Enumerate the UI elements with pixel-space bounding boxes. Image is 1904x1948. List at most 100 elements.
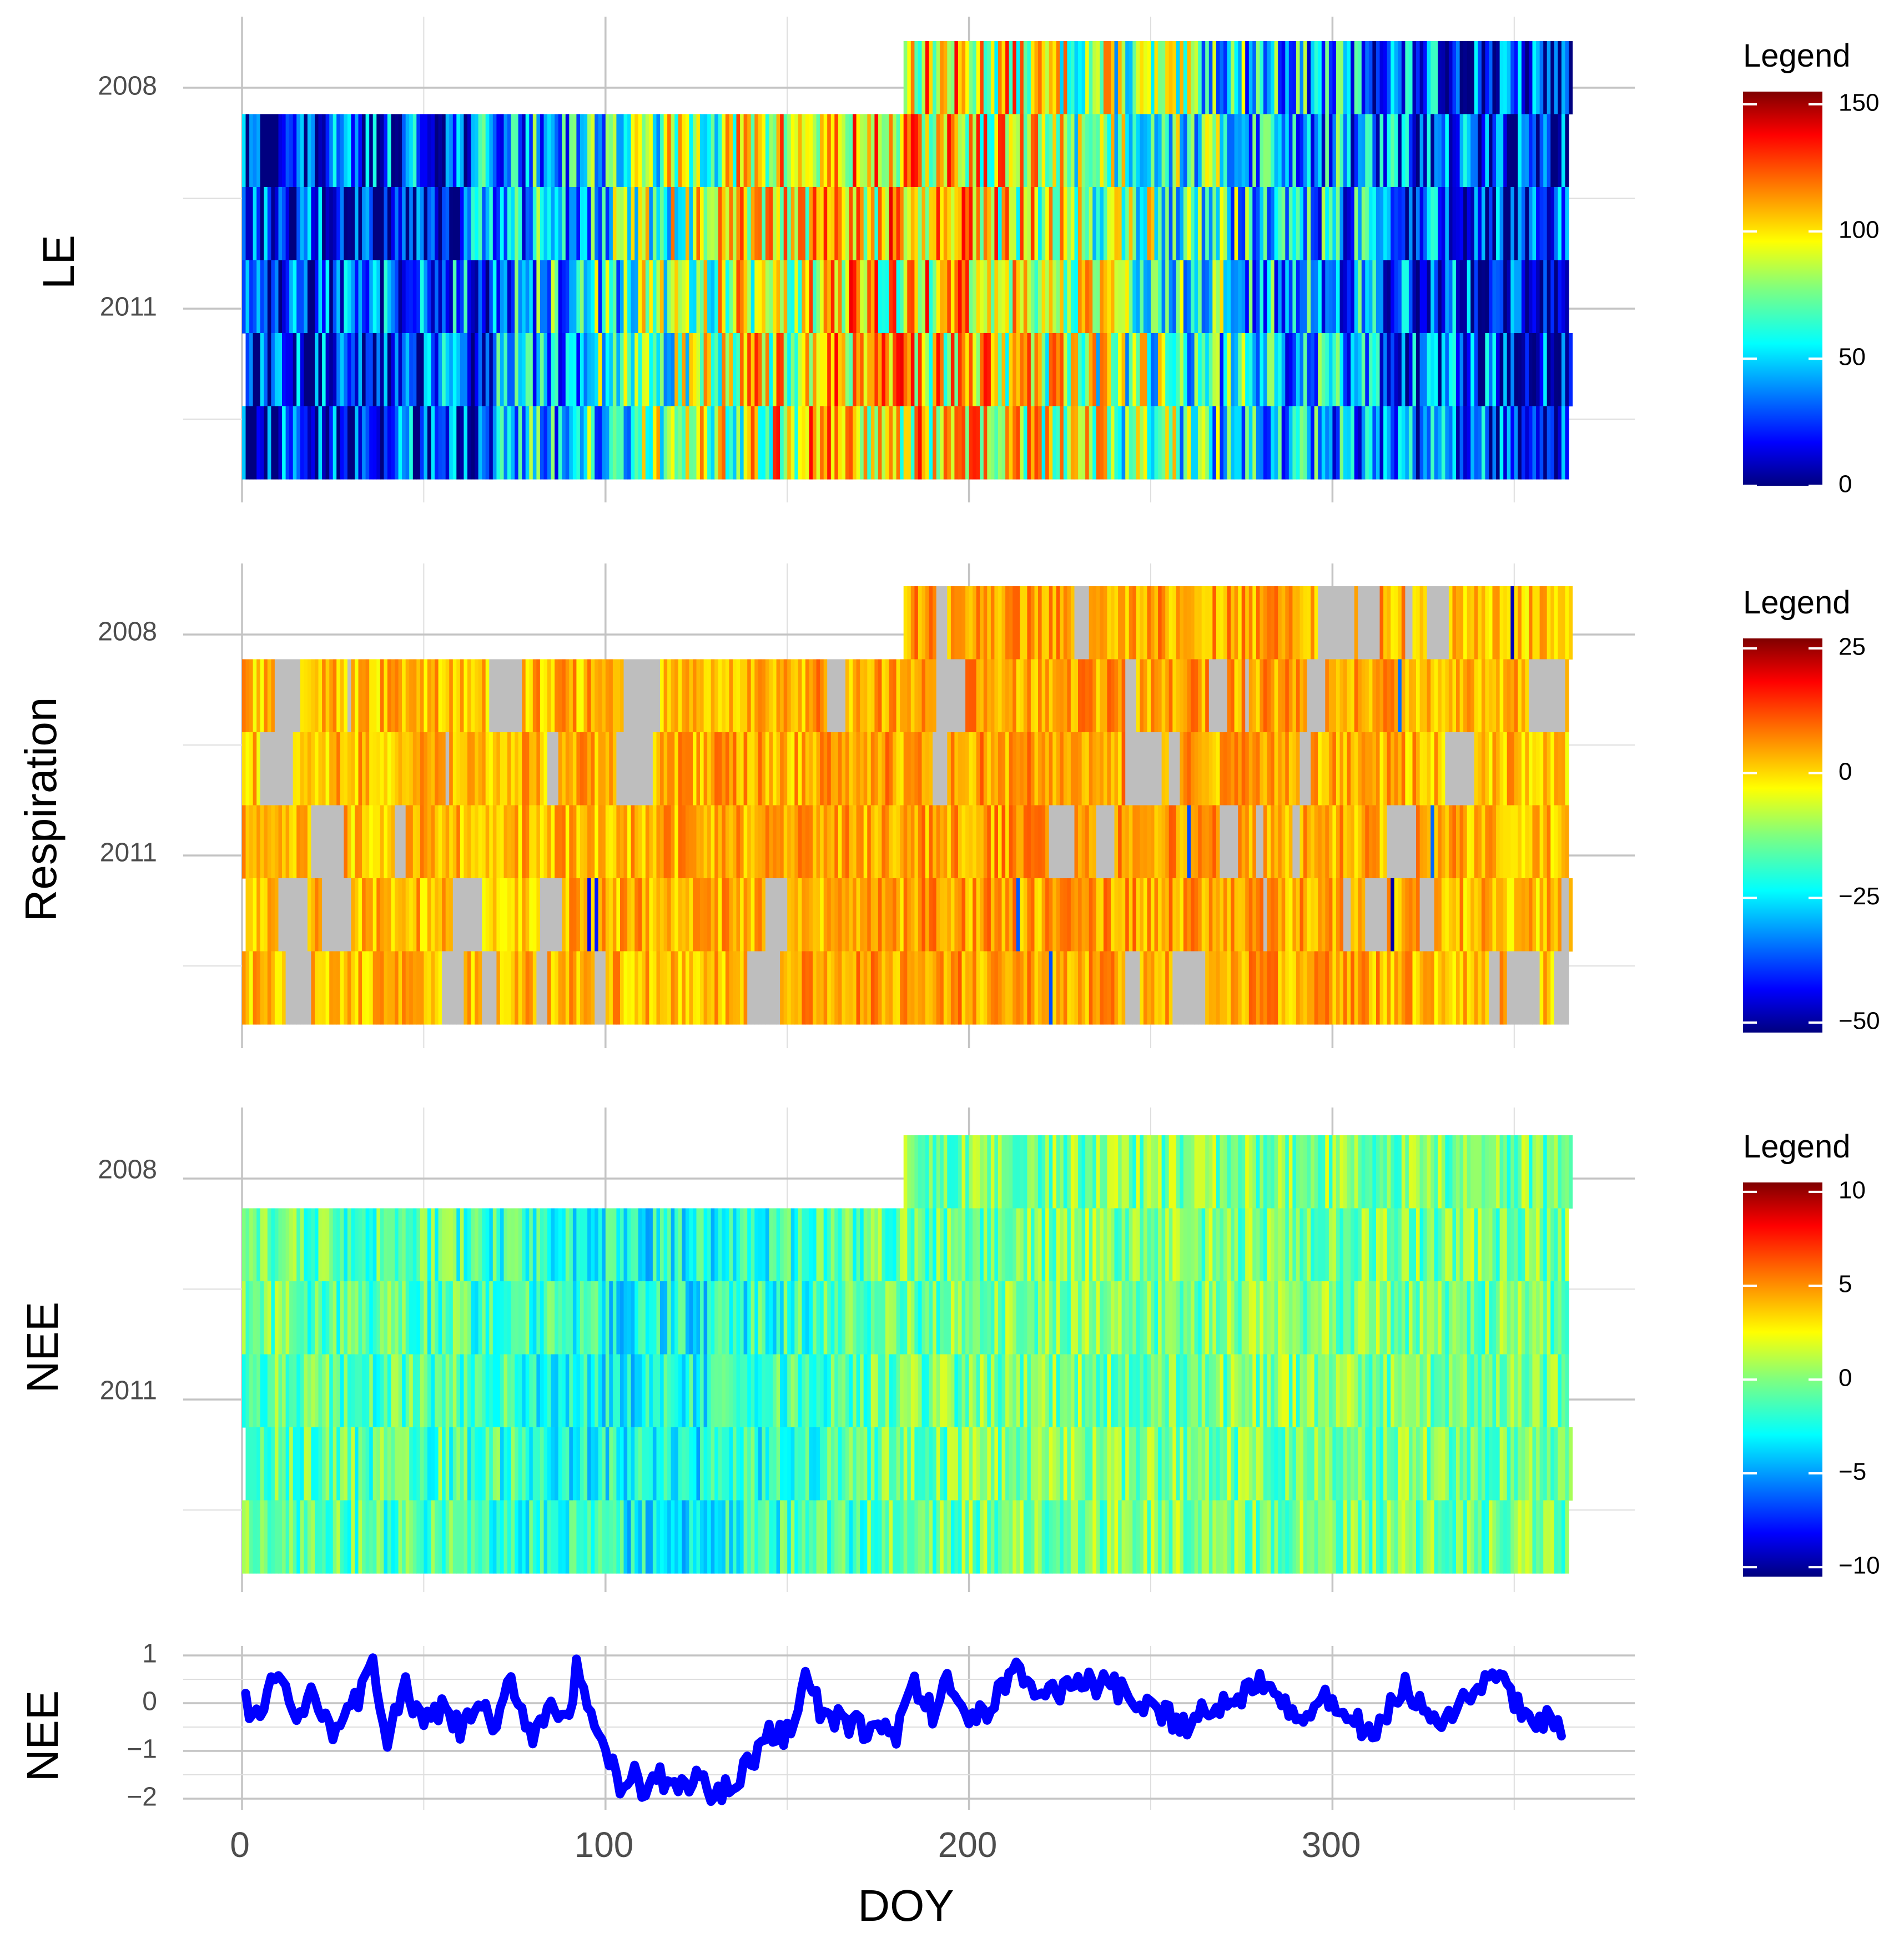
heatmap-cell <box>834 406 839 480</box>
heatmap-cell <box>1325 586 1329 660</box>
heatmap-cell <box>529 951 533 1025</box>
heatmap-cell <box>1216 406 1221 480</box>
heatmap-cell <box>1176 1135 1180 1209</box>
heatmap-cell <box>853 1281 857 1355</box>
heatmap-cell <box>1321 1135 1326 1209</box>
heatmap-cell <box>1412 187 1417 261</box>
heatmap-cell <box>1013 41 1017 115</box>
heatmap-cell <box>685 878 690 952</box>
heatmap-cell <box>943 333 948 407</box>
heatmap-cell <box>1103 260 1108 334</box>
heatmap-cell <box>1503 1208 1508 1282</box>
heatmap-cell <box>860 1208 864 1282</box>
heatmap-cell <box>1118 586 1122 660</box>
heatmap-cell <box>1332 732 1337 806</box>
heatmap-cell <box>282 114 286 188</box>
heatmap-cell <box>1445 333 1449 407</box>
heatmap-cell <box>1085 187 1090 261</box>
heatmap-cell <box>980 1135 984 1209</box>
heatmap-cell <box>1325 187 1329 261</box>
heatmap-cell <box>1100 114 1104 188</box>
heatmap-cell <box>1187 1281 1191 1355</box>
heatmap-cell <box>1550 732 1555 806</box>
heatmap-cell <box>830 805 835 879</box>
heatmap-cell <box>1434 260 1438 334</box>
heatmap-cell <box>325 732 330 806</box>
heatmap-cell <box>1016 114 1020 188</box>
heatmap-cell <box>569 187 573 261</box>
heatmap-cell <box>627 878 632 952</box>
heatmap-cell <box>1140 114 1144 188</box>
panel-respiration-legend-ticks: 250−25−50 <box>1743 633 1880 1035</box>
heatmap-cell <box>271 659 275 733</box>
heatmap-cell <box>1536 1135 1540 1209</box>
heatmap-cell <box>369 333 374 407</box>
heatmap-cell <box>409 1208 414 1282</box>
heatmap-cell <box>733 878 737 952</box>
heatmap-cell <box>725 878 730 952</box>
heatmap-cell <box>1481 805 1486 879</box>
heatmap-cell <box>936 1208 940 1282</box>
heatmap-cell <box>1456 1281 1460 1355</box>
heatmap-cell <box>1060 187 1064 261</box>
heatmap-cell <box>870 406 875 480</box>
heatmap-cell <box>1387 805 1391 879</box>
heatmap-cell <box>693 187 697 261</box>
heatmap-cell <box>1328 659 1333 733</box>
heatmap-cell <box>315 114 319 188</box>
heatmap-cell <box>1518 333 1522 407</box>
heatmap-cell <box>1561 1135 1566 1209</box>
heatmap-cell <box>1478 1281 1482 1355</box>
heatmap-cell <box>1129 659 1133 733</box>
heatmap-cell <box>849 878 853 952</box>
heatmap-cell <box>729 1208 733 1282</box>
heatmap-cell <box>1314 878 1318 952</box>
heatmap-cell <box>1231 1135 1235 1209</box>
heatmap-cell <box>823 659 828 733</box>
heatmap-cell <box>1191 878 1195 952</box>
heatmap-cell <box>336 260 341 334</box>
heatmap-cell <box>1288 260 1293 334</box>
heatmap-cell <box>336 333 341 407</box>
legend-tick-label: 100 <box>1838 217 1879 244</box>
heatmap-cell <box>685 1281 690 1355</box>
heatmap-cell <box>936 333 940 407</box>
heatmap-cell <box>878 114 883 188</box>
heatmap-cell <box>1045 406 1050 480</box>
heatmap-cell <box>1521 187 1526 261</box>
heatmap-cell <box>1354 878 1358 952</box>
heatmap-cell <box>925 951 930 1025</box>
heatmap-cell <box>1518 41 1522 115</box>
heatmap-cell <box>733 114 737 188</box>
heatmap-cell <box>649 1208 653 1282</box>
heatmap-cell <box>773 1281 777 1355</box>
heatmap-cell <box>1496 1135 1500 1209</box>
heatmap-cell <box>925 333 930 407</box>
heatmap-cell <box>1467 659 1471 733</box>
heatmap-cell <box>1081 187 1086 261</box>
heatmap-cell <box>478 951 482 1025</box>
heatmap-cell <box>674 951 679 1025</box>
heatmap-cell <box>1238 187 1242 261</box>
heatmap-cell <box>1096 333 1100 407</box>
heatmap-cell <box>1391 1281 1395 1355</box>
heatmap-cell <box>351 1281 355 1355</box>
heatmap-cell <box>278 659 283 733</box>
heatmap-cell <box>1314 1208 1318 1282</box>
heatmap-cell <box>543 333 548 407</box>
heatmap-cell <box>464 333 468 407</box>
heatmap-cell <box>649 333 653 407</box>
heatmap-cell <box>1325 805 1329 879</box>
heatmap-cell <box>674 732 679 806</box>
heatmap-cell <box>249 805 254 879</box>
heatmap-cell <box>1452 114 1457 188</box>
heatmap-cell <box>863 1208 868 1282</box>
heatmap-cell <box>1023 1281 1027 1355</box>
heatmap-cell <box>1543 1208 1548 1282</box>
panel-respiration-y-ticks: 2008 2011 <box>98 617 157 868</box>
heatmap-cell <box>289 659 294 733</box>
heatmap-cell <box>1136 260 1140 334</box>
heatmap-cell <box>1248 1281 1253 1355</box>
heatmap-cell <box>950 951 955 1025</box>
heatmap-cell <box>565 732 570 806</box>
